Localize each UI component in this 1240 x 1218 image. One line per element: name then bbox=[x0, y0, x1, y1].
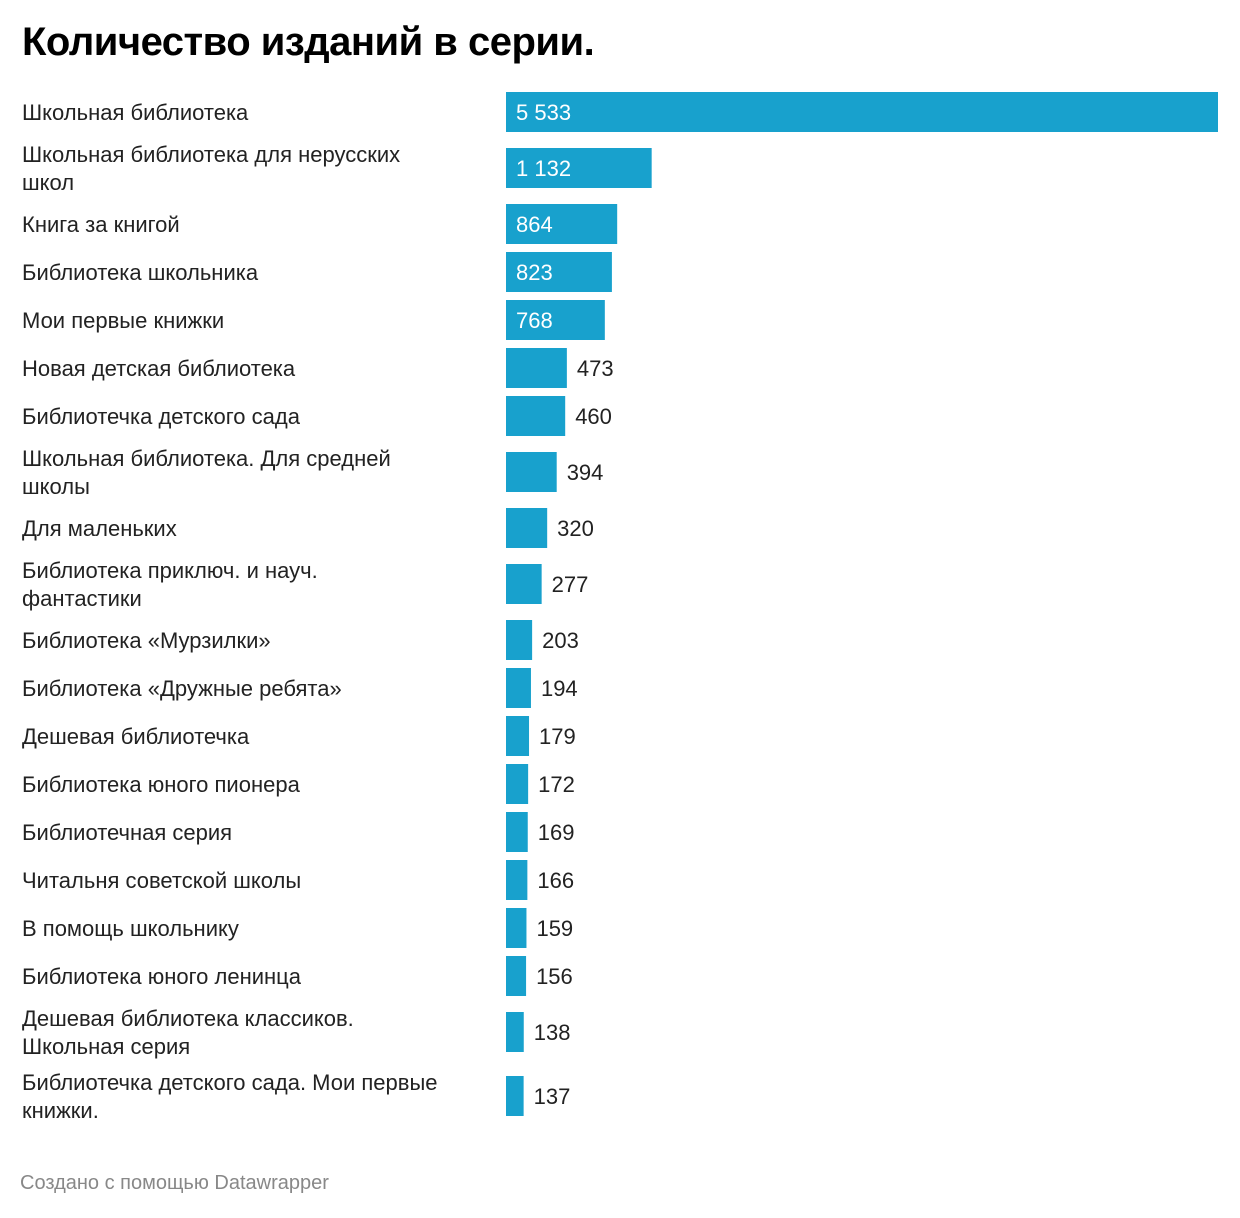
bar bbox=[506, 396, 566, 436]
bar bbox=[506, 812, 528, 852]
category-label: Библиотечка детского сада bbox=[22, 404, 301, 429]
value-label: 320 bbox=[557, 516, 594, 541]
category-label: Школьная библиотека bbox=[22, 100, 249, 125]
category-label: Дешевая библиотечка bbox=[22, 724, 250, 749]
category-label: Библиотечка детского сада. Мои первые кни… bbox=[22, 1070, 438, 1123]
bar bbox=[506, 300, 605, 340]
category-label-line: Библиотечная серия bbox=[22, 820, 232, 845]
value-label: 1 132 bbox=[516, 156, 571, 181]
value-label: 137 bbox=[534, 1084, 571, 1109]
category-label-line: Библиотека юного ленинца bbox=[22, 964, 302, 989]
category-label-line: Читальня советской школы bbox=[22, 868, 301, 893]
value-label: 864 bbox=[516, 212, 553, 237]
category-label: Библиотека юного ленинца bbox=[22, 964, 302, 989]
bar bbox=[506, 508, 548, 548]
category-label-line: Дешевая библиотека классиков. bbox=[22, 1006, 354, 1031]
category-label-line: Школьная библиотека для нерусских bbox=[22, 142, 400, 167]
category-label-line: Библиотека «Мурзилки» bbox=[22, 628, 271, 653]
category-label: Для маленьких bbox=[22, 516, 177, 541]
value-label: 203 bbox=[542, 628, 579, 653]
category-label-line: Дешевая библиотечка bbox=[22, 724, 250, 749]
value-label: 768 bbox=[516, 308, 553, 333]
category-label-line: В помощь школьнику bbox=[22, 916, 239, 941]
category-label: Дешевая библиотека классиков. Школьная се… bbox=[22, 1006, 354, 1059]
category-label-line: Для маленьких bbox=[22, 516, 177, 541]
bar bbox=[506, 1076, 524, 1116]
bar bbox=[506, 564, 542, 604]
category-label: Библиотека «Дружные ребята» bbox=[22, 676, 342, 701]
bar bbox=[506, 1012, 524, 1052]
bar bbox=[506, 908, 527, 948]
category-label-line: Мои первые книжки bbox=[22, 308, 224, 333]
value-label: 194 bbox=[541, 676, 578, 701]
bar bbox=[506, 716, 530, 756]
category-label: Школьная библиотека для нерусских школ bbox=[22, 142, 400, 195]
value-label: 166 bbox=[537, 868, 574, 893]
category-label-line: школ bbox=[22, 170, 74, 195]
footer-credit: Создано с помощью Datawrapper bbox=[20, 1172, 329, 1194]
bar bbox=[506, 92, 1218, 132]
bar-chart: Школьная библиотека 5 533 Школьная библиот… bbox=[22, 92, 1218, 1123]
category-label-line: Школьная библиотека bbox=[22, 100, 249, 125]
bar bbox=[506, 204, 618, 244]
category-label-line: фантастики bbox=[22, 586, 142, 611]
bar bbox=[506, 348, 567, 388]
category-label-line: Библиотека приключ. и науч. bbox=[22, 558, 318, 583]
value-label: 394 bbox=[567, 460, 604, 485]
value-label: 460 bbox=[575, 404, 612, 429]
bar bbox=[506, 452, 557, 492]
chart-title: Количество изданий в серии. bbox=[22, 20, 595, 64]
category-label-line: Новая детская библиотека bbox=[22, 356, 296, 381]
bar bbox=[506, 620, 533, 660]
category-label: Мои первые книжки bbox=[22, 308, 224, 333]
category-label-line: Библиотечка детского сада. Мои первые bbox=[22, 1070, 438, 1095]
bar bbox=[506, 860, 528, 900]
value-label: 156 bbox=[536, 964, 573, 989]
category-label: Читальня советской школы bbox=[22, 868, 301, 893]
category-label: Библиотека школьника bbox=[22, 260, 259, 285]
category-label-line: Библиотека «Дружные ребята» bbox=[22, 676, 342, 701]
category-label-line: книжки. bbox=[22, 1098, 99, 1123]
category-label: Библиотечная серия bbox=[22, 820, 232, 845]
category-label: Библиотека юного пионера bbox=[22, 772, 301, 797]
value-label: 138 bbox=[534, 1020, 571, 1045]
bar bbox=[506, 148, 652, 188]
value-label: 172 bbox=[538, 772, 575, 797]
value-label: 823 bbox=[516, 260, 553, 285]
category-label: Новая детская библиотека bbox=[22, 356, 296, 381]
category-label-line: Школьная серия bbox=[22, 1034, 190, 1059]
category-label-line: Книга за книгой bbox=[22, 212, 180, 237]
bar bbox=[506, 252, 612, 292]
bar bbox=[506, 668, 531, 708]
value-label: 179 bbox=[539, 724, 576, 749]
category-label: Библиотека «Мурзилки» bbox=[22, 628, 271, 653]
value-label: 473 bbox=[577, 356, 614, 381]
category-label: Школьная библиотека. Для средней школы bbox=[22, 446, 391, 499]
bar bbox=[506, 956, 527, 996]
category-label-line: школы bbox=[22, 474, 90, 499]
value-label: 159 bbox=[536, 916, 573, 941]
category-label: Книга за книгой bbox=[22, 212, 180, 237]
category-label-line: Библиотека юного пионера bbox=[22, 772, 301, 797]
category-label: Библиотека приключ. и науч. фантастики bbox=[22, 558, 318, 611]
category-label-line: Библиотека школьника bbox=[22, 260, 259, 285]
category-label-line: Школьная библиотека. Для средней bbox=[22, 446, 391, 471]
bar bbox=[506, 764, 529, 804]
category-label-line: Библиотечка детского сада bbox=[22, 404, 301, 429]
value-label: 277 bbox=[552, 572, 589, 597]
value-label: 5 533 bbox=[516, 100, 571, 125]
value-label: 169 bbox=[538, 820, 575, 845]
category-label: В помощь школьнику bbox=[22, 916, 239, 941]
